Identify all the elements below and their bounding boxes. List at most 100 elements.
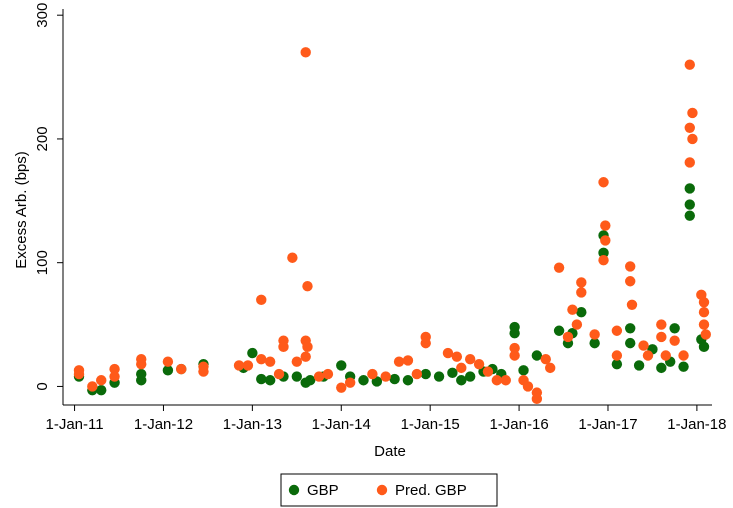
- point: [456, 362, 467, 374]
- point: [473, 358, 485, 370]
- point: [625, 276, 636, 287]
- point: [447, 367, 458, 379]
- point: [656, 331, 667, 343]
- legend-label: GBP: [307, 482, 339, 499]
- point: [109, 371, 120, 382]
- point: [698, 306, 710, 318]
- point: [698, 297, 710, 308]
- point: [273, 368, 285, 380]
- point: [598, 255, 609, 266]
- point: [291, 356, 303, 367]
- y-axis-label: Excess Arb. (bps): [13, 151, 30, 269]
- point: [393, 356, 405, 367]
- point: [278, 341, 289, 353]
- point: [96, 384, 107, 396]
- point: [625, 337, 636, 349]
- point: [600, 235, 611, 246]
- x-tick-label: 1-Jan-13: [223, 416, 282, 433]
- point: [571, 319, 583, 330]
- point: [540, 354, 551, 365]
- legend-box: [280, 473, 498, 507]
- point: [162, 365, 174, 376]
- point: [544, 362, 556, 374]
- point: [669, 323, 680, 334]
- point: [73, 368, 85, 380]
- point: [264, 356, 276, 367]
- point: [684, 157, 695, 168]
- point: [698, 341, 710, 353]
- point: [367, 368, 378, 380]
- point: [611, 350, 623, 361]
- y-tick-label: 100: [34, 250, 51, 275]
- point: [576, 277, 587, 288]
- point: [242, 360, 254, 371]
- point: [684, 210, 695, 221]
- x-tick-label: 1-Jan-14: [312, 416, 371, 433]
- point: [678, 350, 689, 361]
- point: [567, 304, 578, 315]
- x-tick-label: 1-Jan-18: [667, 416, 726, 433]
- point: [656, 319, 667, 330]
- point: [256, 354, 267, 365]
- point: [684, 122, 695, 133]
- point: [626, 299, 638, 310]
- point: [358, 375, 369, 386]
- point: [451, 351, 463, 362]
- point: [589, 337, 600, 349]
- point: [256, 294, 267, 306]
- point: [264, 375, 276, 386]
- point: [598, 247, 609, 258]
- point: [500, 375, 511, 386]
- y-tick-label: 200: [34, 126, 51, 151]
- point: [531, 387, 543, 398]
- point: [625, 323, 636, 334]
- point: [344, 377, 356, 388]
- point: [456, 375, 467, 386]
- point: [700, 329, 711, 340]
- point: [684, 183, 695, 194]
- point: [402, 375, 414, 386]
- point: [522, 381, 534, 392]
- point: [518, 365, 529, 376]
- point: [442, 347, 454, 359]
- point: [576, 287, 587, 298]
- point: [176, 363, 187, 375]
- x-tick-label: 1-Jan-12: [134, 416, 193, 433]
- y-tick-label: 0: [34, 382, 51, 390]
- point: [322, 368, 334, 380]
- point: [491, 375, 503, 386]
- y-tick-label: 300: [34, 3, 51, 28]
- point: [598, 177, 609, 188]
- point: [87, 381, 98, 392]
- point: [247, 347, 258, 359]
- point: [300, 47, 311, 58]
- point: [420, 368, 431, 380]
- point: [638, 340, 649, 351]
- point: [553, 262, 565, 273]
- legend-marker: [376, 484, 388, 496]
- point: [611, 325, 623, 336]
- point: [669, 335, 680, 346]
- point: [233, 360, 245, 371]
- point: [420, 337, 431, 349]
- point: [433, 371, 445, 382]
- point: [633, 360, 645, 371]
- point: [625, 261, 636, 272]
- point: [291, 371, 303, 382]
- point: [109, 363, 120, 375]
- point: [336, 360, 347, 371]
- point: [698, 319, 710, 330]
- point: [136, 358, 147, 370]
- point: [509, 342, 520, 354]
- point: [656, 362, 667, 374]
- point: [256, 373, 267, 385]
- point: [96, 375, 107, 386]
- point: [302, 281, 313, 292]
- x-tick-label: 1-Jan-16: [489, 416, 548, 433]
- legend-marker: [288, 484, 300, 496]
- point: [389, 373, 400, 385]
- point: [553, 325, 565, 336]
- point: [482, 366, 494, 377]
- point: [531, 350, 543, 361]
